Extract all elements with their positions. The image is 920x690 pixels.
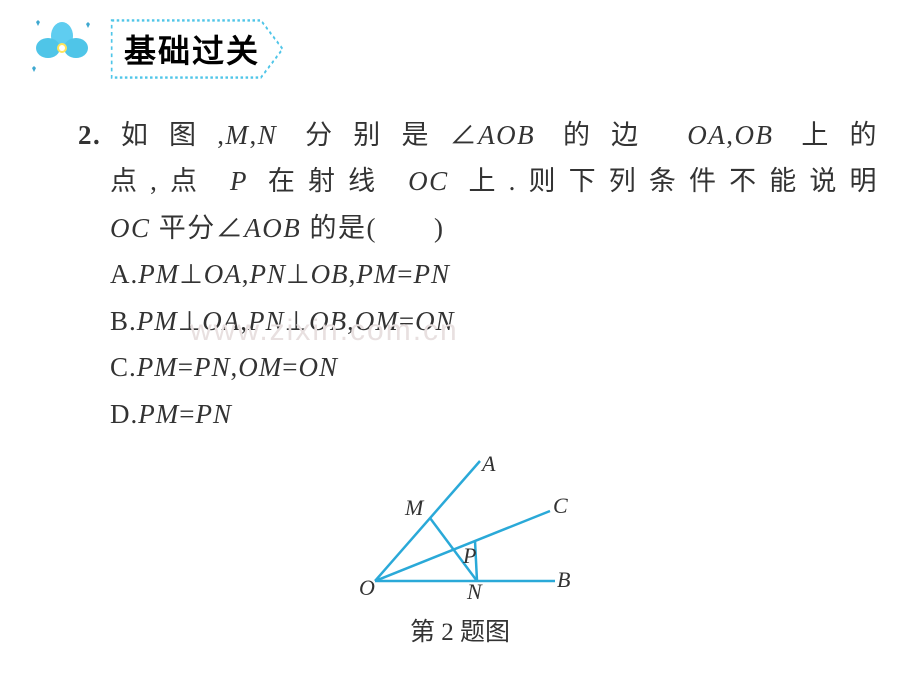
header-title: 基础过关 — [124, 33, 260, 69]
clover-icon — [28, 18, 96, 80]
label-p: P — [462, 543, 476, 568]
choice-d: D.PM=PN — [78, 391, 878, 437]
question-line-3: OC 平分∠AOB 的是( ) — [78, 205, 878, 251]
label-c: C — [553, 493, 568, 518]
figure-area: O A B C M N P 第 2 题图 — [0, 451, 920, 648]
choice-a: A.PM⊥OA,PN⊥OB,PM=PN — [78, 251, 878, 297]
figure-caption: 第 2 题图 — [0, 612, 920, 648]
label-a: A — [480, 451, 496, 476]
question-line-2: 点,点 P 在射线 OC 上.则下列条件不能说明 — [78, 158, 878, 204]
title-box: 基础过关 — [110, 18, 286, 80]
label-o: O — [359, 575, 375, 600]
choice-c: C.PM=PN,OM=ON — [78, 344, 878, 390]
label-m: M — [404, 495, 425, 520]
label-b: B — [557, 567, 570, 592]
question-number: 2. — [78, 120, 101, 150]
label-n: N — [466, 579, 483, 601]
header-row: 基础过关 — [0, 0, 920, 80]
angle-diagram: O A B C M N P — [345, 451, 575, 606]
choice-b: B.PM⊥OA,PN⊥OB,OM=ON — [78, 298, 878, 344]
question-area: 2.如图,M,N 分别是∠AOB 的边 OA,OB 上的 点,点 P 在射线 O… — [0, 80, 920, 437]
question-line-1: 2.如图,M,N 分别是∠AOB 的边 OA,OB 上的 — [78, 112, 878, 158]
